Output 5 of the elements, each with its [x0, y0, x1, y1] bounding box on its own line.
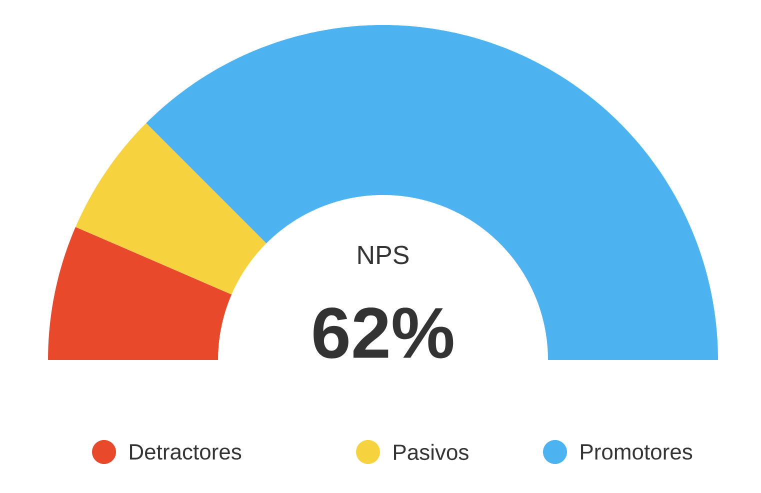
- text: 62%: [314, 307, 454, 358]
- legend-label: Detractores: [130, 444, 242, 460]
- legend-label: Pasivos: [394, 444, 468, 460]
- legend-label: Promotores: [581, 444, 692, 460]
- text: NPS: [358, 246, 409, 264]
